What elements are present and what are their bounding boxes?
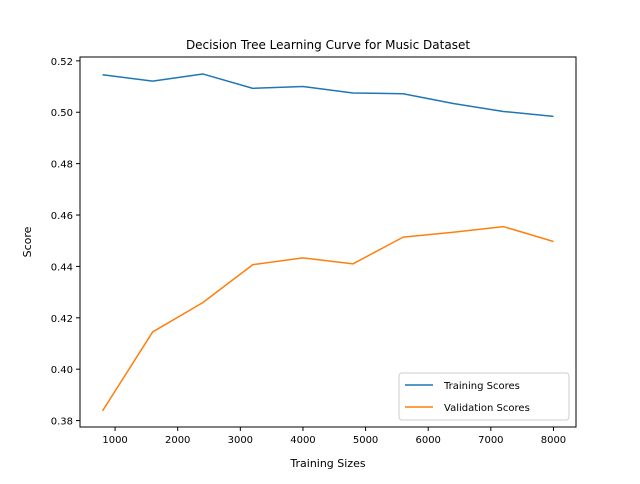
- y-tick-label: 0.44: [51, 262, 73, 273]
- y-tick-label: 0.52: [51, 57, 73, 68]
- x-tick-label: 6000: [415, 435, 440, 446]
- legend-label-validation: Validation Scores: [444, 403, 530, 414]
- y-tick-label: 0.38: [51, 417, 73, 428]
- y-axis-label: Score: [21, 226, 34, 257]
- x-tick-label: 2000: [165, 435, 190, 446]
- series-lines: [101, 73, 554, 412]
- x-tick-label: 8000: [541, 435, 566, 446]
- legend: Training Scores Validation Scores: [398, 372, 570, 421]
- x-tick-label: 7000: [478, 435, 503, 446]
- x-axis-label: Training Sizes: [289, 457, 365, 470]
- validation-scores-line: [101, 225, 554, 412]
- y-tick-label: 0.46: [51, 211, 73, 222]
- y-tick-label: 0.40: [51, 365, 73, 376]
- y-tick-label: 0.50: [51, 108, 73, 119]
- y-tick-label: 0.42: [51, 314, 73, 325]
- x-tick-label: 3000: [228, 435, 253, 446]
- training-scores-line: [102, 73, 554, 118]
- plot-area: [79, 56, 577, 428]
- x-axis-ticks: 1000 2000 3000 4000 5000 6000 7000 8000: [102, 427, 566, 446]
- legend-label-training: Training Scores: [443, 381, 520, 392]
- chart-title: Decision Tree Learning Curve for Music D…: [186, 38, 470, 52]
- x-tick-label: 1000: [102, 435, 127, 446]
- y-axis-ticks: 0.38 0.40 0.42 0.44 0.46 0.48 0.50 0.52: [51, 57, 80, 428]
- plot-frame: [79, 56, 577, 428]
- x-tick-label: 5000: [353, 435, 378, 446]
- legend-box: [398, 372, 570, 421]
- y-tick-label: 0.48: [51, 160, 73, 171]
- x-tick-label: 4000: [290, 435, 315, 446]
